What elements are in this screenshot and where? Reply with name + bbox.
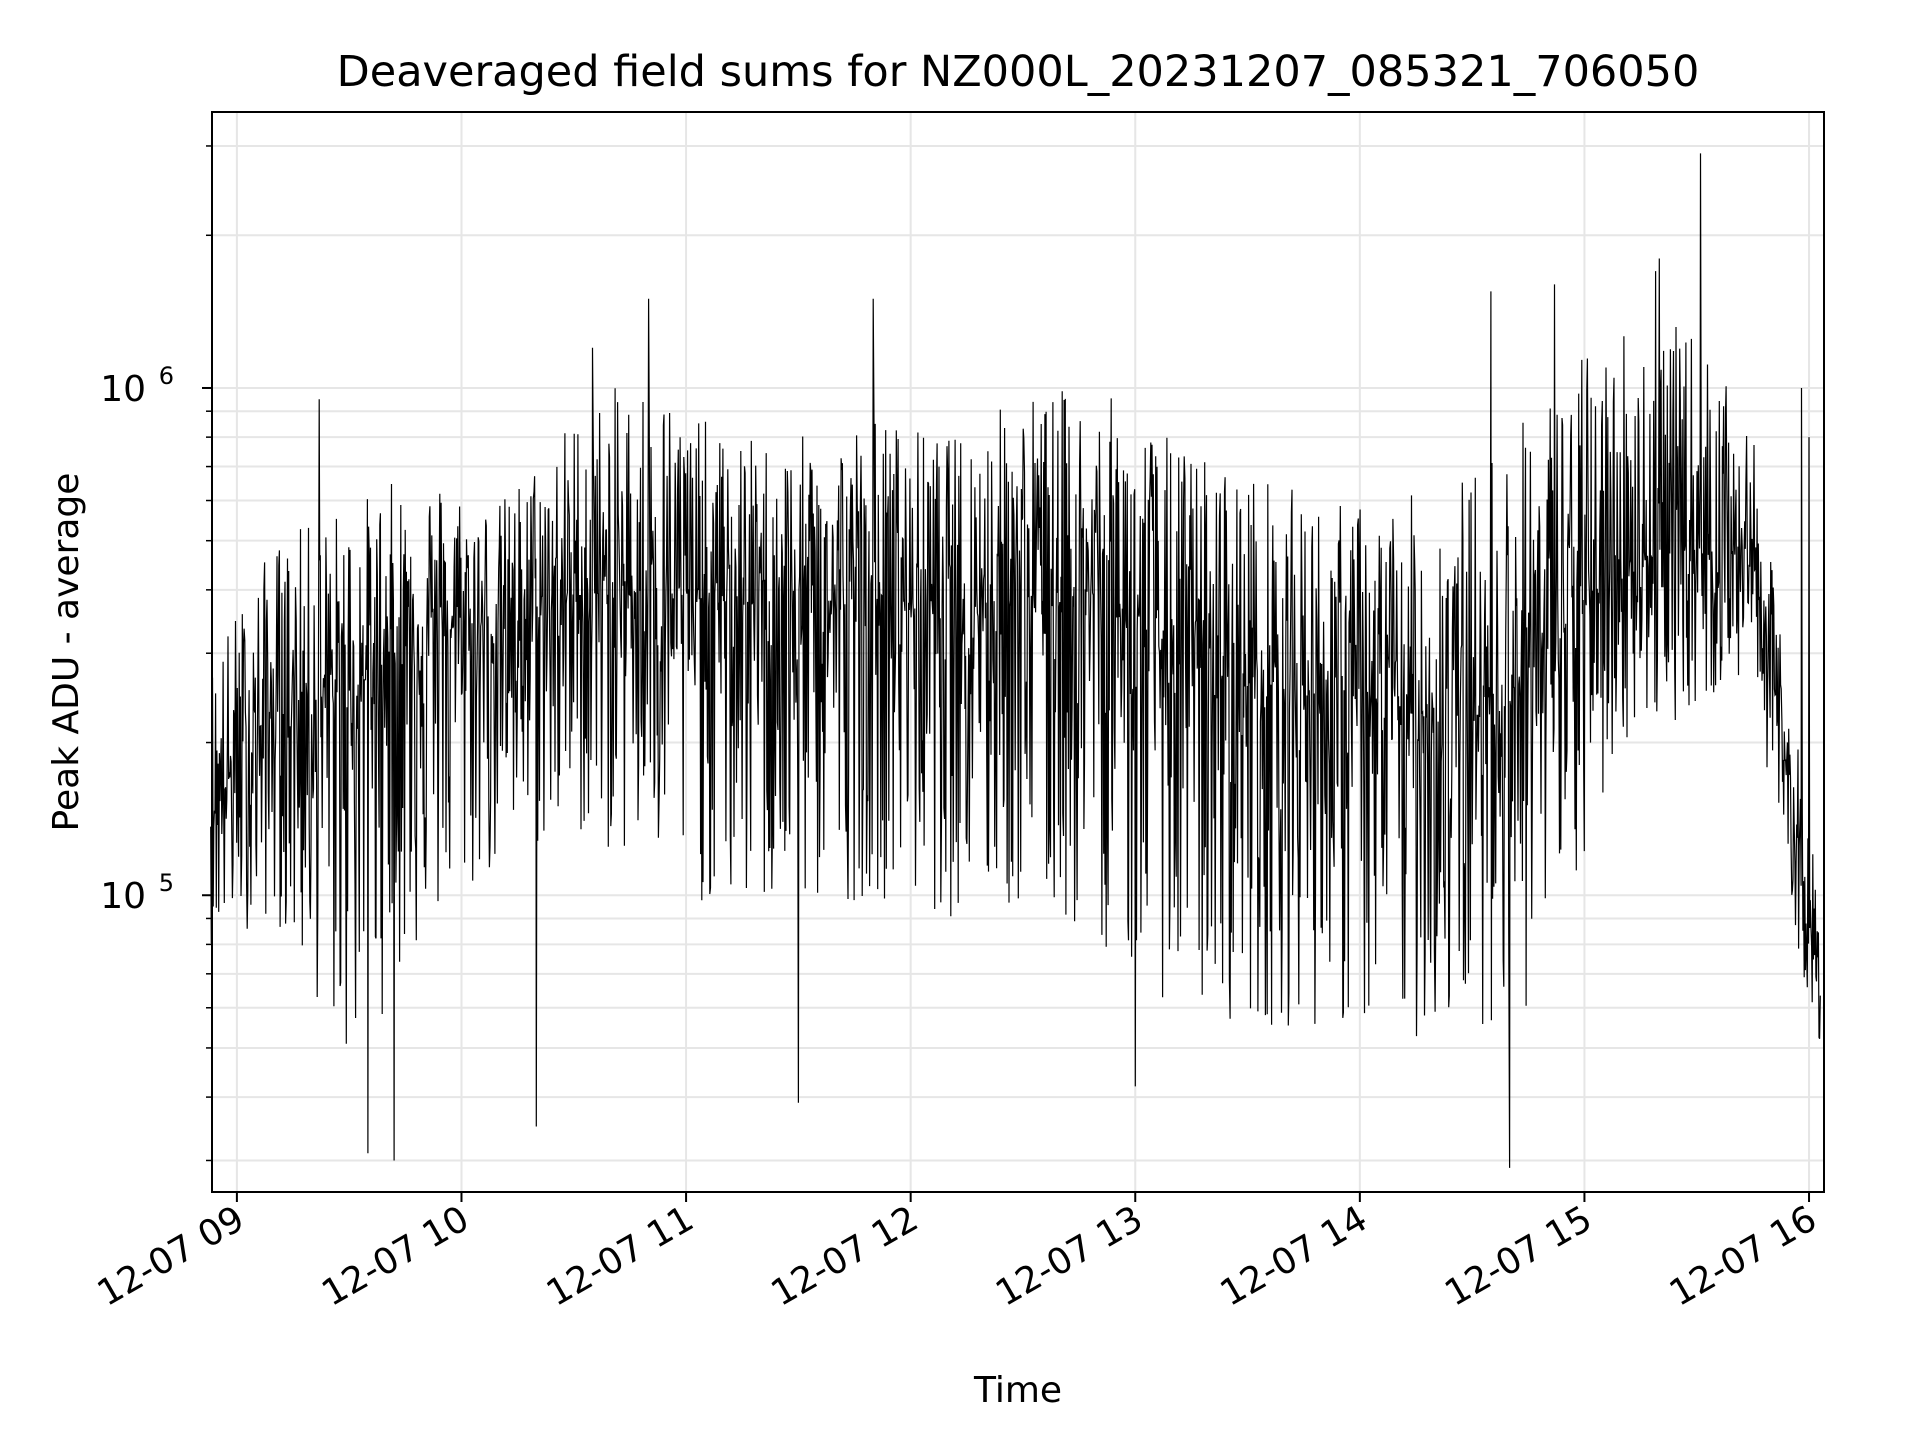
series-line xyxy=(210,153,1821,1168)
data-series xyxy=(210,153,1821,1168)
x-axis-label: Time xyxy=(973,1370,1062,1411)
y-tick-exponent: 6 xyxy=(159,362,174,390)
y-axis: 10 5 10 6 xyxy=(100,145,212,1162)
y-tick-exponent: 5 xyxy=(159,869,174,897)
y-axis-label: Peak ADU - average xyxy=(46,473,87,832)
y-tick-label: 10 xyxy=(100,876,146,917)
y-tick-label: 10 xyxy=(100,369,146,410)
plot-frame xyxy=(211,111,1825,1193)
chart-title: Deaveraged field sums for NZ000L_2023120… xyxy=(337,47,1700,97)
